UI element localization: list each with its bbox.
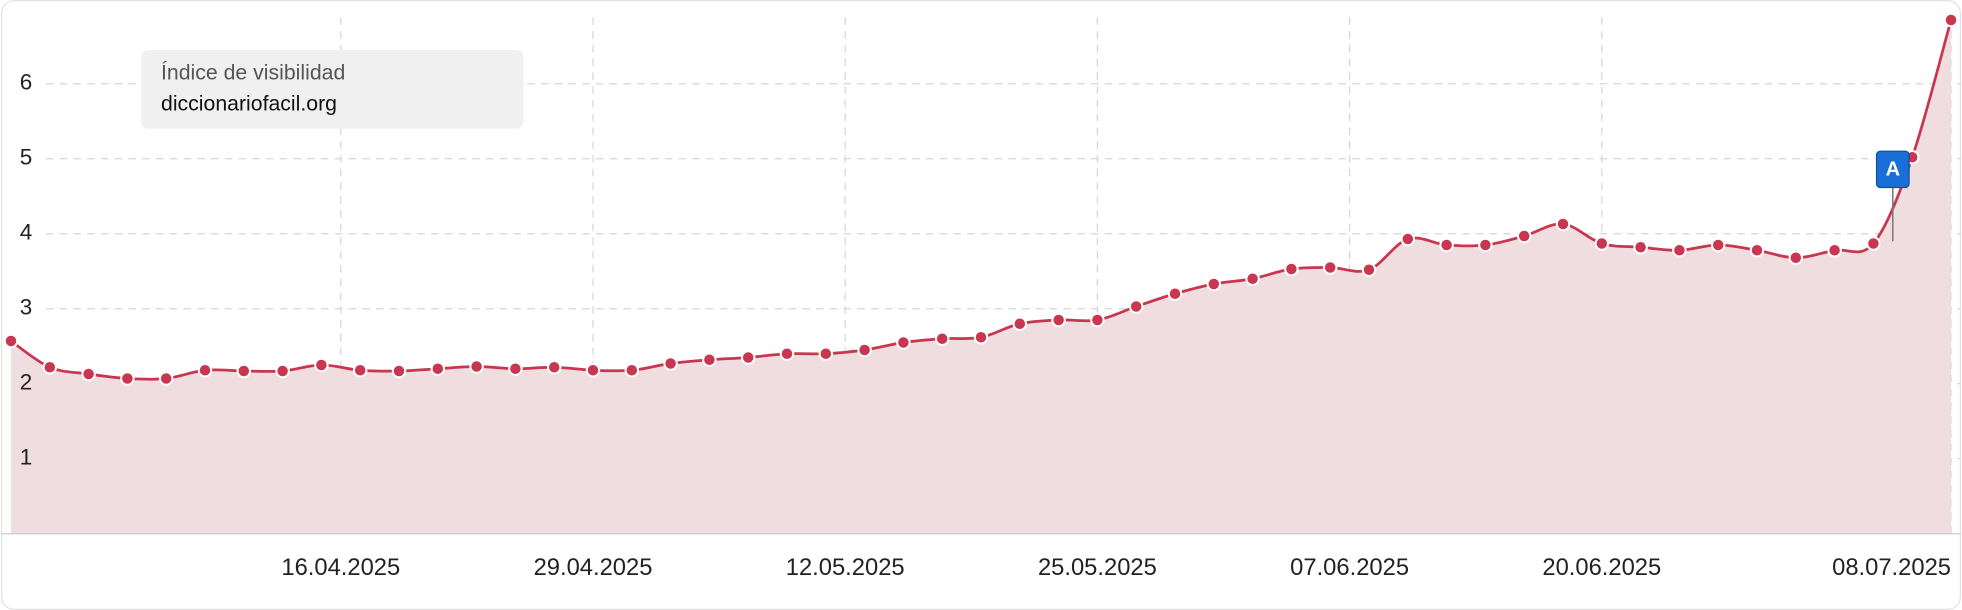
plot: A <box>3 12 1959 534</box>
point <box>508 361 523 376</box>
point <box>663 356 678 371</box>
point <box>818 346 834 361</box>
point <box>236 363 252 379</box>
x-tick-label: 07.06.2025 <box>1290 554 1409 581</box>
point <box>1439 237 1454 253</box>
point <box>1594 236 1610 251</box>
point <box>1167 286 1183 301</box>
point <box>1322 260 1338 275</box>
legend-box <box>141 50 524 129</box>
x-tick-label: 20.06.2025 <box>1542 554 1661 581</box>
point <box>1710 237 1726 253</box>
x-tick-label: 08.07.2025 <box>1832 554 1951 581</box>
point <box>740 350 756 365</box>
point <box>1672 242 1687 258</box>
point <box>1943 12 1959 28</box>
y-tick-label: 4 <box>20 220 33 245</box>
point <box>352 363 368 378</box>
point <box>1555 216 1571 232</box>
point <box>1361 262 1377 278</box>
y-tick-label: 1 <box>20 445 33 470</box>
point <box>42 359 58 375</box>
point <box>1633 240 1648 255</box>
legend-title: Índice de visibilidad <box>161 59 345 84</box>
y-tick-label: 2 <box>20 370 33 395</box>
x-tick-label: 16.04.2025 <box>281 554 400 581</box>
y-tick-label: 3 <box>20 295 33 320</box>
point <box>702 352 717 367</box>
point <box>158 371 174 386</box>
point <box>1788 250 1804 265</box>
y-tick-label: 5 <box>20 145 33 170</box>
point <box>546 359 562 375</box>
point <box>1206 276 1222 292</box>
x-tick-label: 29.04.2025 <box>534 554 653 581</box>
point <box>430 361 446 376</box>
x-tick-label: 12.05.2025 <box>786 554 905 581</box>
point <box>1749 242 1765 258</box>
point <box>1245 271 1260 286</box>
point <box>585 363 601 378</box>
x-tick-label: 25.05.2025 <box>1038 554 1157 581</box>
point <box>1516 228 1532 244</box>
point <box>1284 261 1299 277</box>
annotation-label: A <box>1886 158 1900 180</box>
point <box>1478 237 1493 253</box>
point <box>3 333 19 349</box>
point <box>275 363 290 379</box>
point <box>857 342 872 358</box>
x-labels: 1 2 3 4 5 6 16.04.2025 29.04.2025 12.05.2025 25.0… <box>20 70 1951 581</box>
point <box>1128 299 1144 314</box>
point <box>1400 231 1416 247</box>
annotation-flag <box>1875 150 1910 189</box>
y-tick-label: 6 <box>20 70 33 95</box>
point <box>1051 312 1066 328</box>
area <box>11 20 1951 534</box>
legend-entry: diccionariofacil.org <box>161 92 337 116</box>
point <box>896 335 911 350</box>
point <box>120 371 135 386</box>
point <box>469 359 484 374</box>
point <box>81 366 96 382</box>
point <box>973 329 989 345</box>
point <box>197 363 213 378</box>
point <box>391 363 407 379</box>
point <box>1866 236 1881 251</box>
point <box>1012 316 1028 331</box>
point <box>779 346 795 361</box>
point <box>1090 312 1105 328</box>
point <box>934 331 950 346</box>
point <box>1827 242 1842 258</box>
point <box>314 357 329 373</box>
point <box>624 363 640 378</box>
